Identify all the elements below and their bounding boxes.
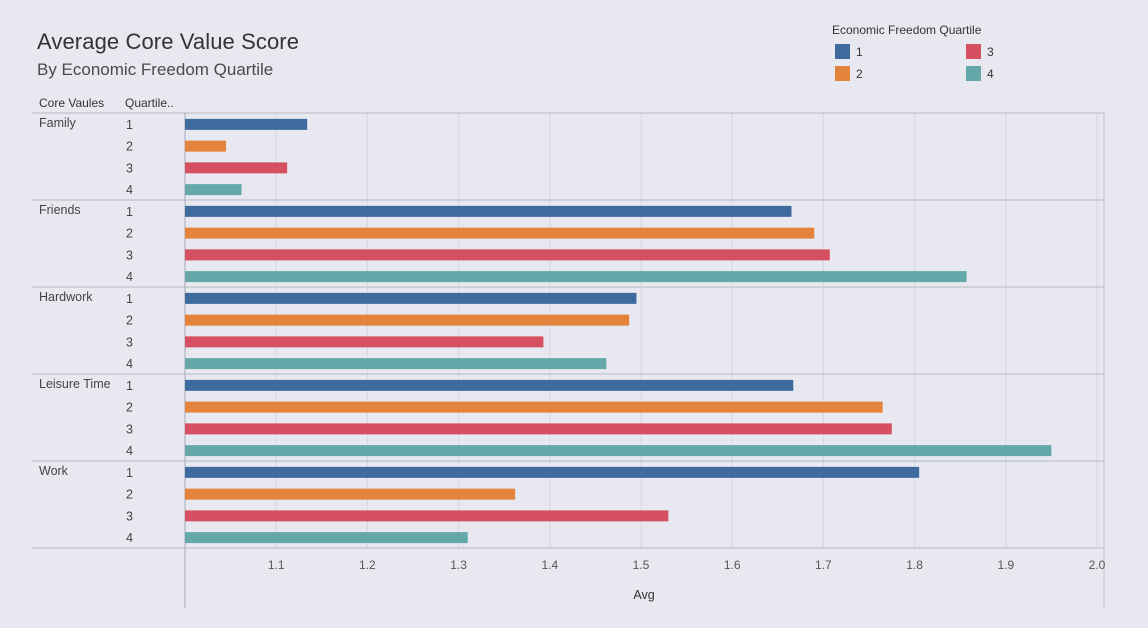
- bar-family-q3: [185, 162, 288, 174]
- bar-leisure-time-q4: [185, 445, 1052, 457]
- group-label: Leisure Time: [39, 377, 111, 391]
- legend-item-1[interactable]: 1: [835, 44, 863, 59]
- bar-work-q4: [185, 532, 468, 544]
- bar-hardwork-q3: [185, 336, 544, 348]
- quartile-label: 2: [126, 488, 133, 502]
- x-tick-label: 1.9: [997, 558, 1014, 572]
- x-tick-label: 1.6: [724, 558, 741, 572]
- group-label: Hardwork: [39, 290, 93, 304]
- legend-swatch-3: [966, 44, 981, 59]
- x-tick-label: 1.2: [359, 558, 376, 572]
- x-axis-title: Avg: [633, 588, 654, 602]
- x-tick-label: 1.4: [541, 558, 558, 572]
- quartile-label: 4: [126, 357, 133, 371]
- quartile-label: 3: [126, 422, 133, 436]
- bar-family-q4: [185, 184, 242, 196]
- legend-swatch-4: [966, 66, 981, 81]
- x-tick-label: 2.0: [1089, 558, 1106, 572]
- x-tick-label: 1.7: [815, 558, 832, 572]
- legend-label-4: 4: [987, 66, 994, 81]
- group-label: Friends: [39, 203, 81, 217]
- bar-family-q2: [185, 140, 227, 152]
- quartile-label: 3: [126, 161, 133, 175]
- legend-label-1: 1: [856, 44, 863, 59]
- quartile-label: 4: [126, 444, 133, 458]
- group-label: Family: [39, 116, 77, 130]
- quartile-label: 4: [126, 183, 133, 197]
- quartile-label: 1: [126, 205, 133, 219]
- chart-title: Average Core Value Score: [37, 29, 300, 54]
- legend-title: Economic Freedom Quartile: [832, 23, 982, 37]
- bar-friends-q2: [185, 227, 815, 239]
- bar-work-q3: [185, 510, 669, 522]
- x-tick-label: 1.8: [906, 558, 923, 572]
- quartile-label: 2: [126, 401, 133, 415]
- bar-work-q2: [185, 488, 516, 500]
- legend-label-2: 2: [856, 66, 863, 81]
- quartile-label: 2: [126, 140, 133, 154]
- quartile-label: 3: [126, 509, 133, 523]
- x-tick-label: 1.3: [450, 558, 467, 572]
- quartile-label: 4: [126, 531, 133, 545]
- quartile-label: 1: [126, 292, 133, 306]
- legend-label-3: 3: [987, 44, 994, 59]
- bar-leisure-time-q2: [185, 401, 883, 413]
- quartile-label: 1: [126, 379, 133, 393]
- bar-friends-q4: [185, 271, 967, 283]
- bar-work-q1: [185, 466, 920, 478]
- quartile-label: 3: [126, 335, 133, 349]
- row-header-core-values: Core Vaules: [39, 96, 105, 110]
- bar-family-q1: [185, 118, 308, 130]
- legend-item-4[interactable]: 4: [966, 66, 994, 81]
- bar-leisure-time-q3: [185, 423, 892, 435]
- row-header-quartile: Quartile..: [125, 96, 174, 110]
- x-tick-label: 1.1: [268, 558, 285, 572]
- bar-hardwork-q1: [185, 292, 637, 304]
- x-tick-label: 1.5: [633, 558, 650, 572]
- group-label: Work: [39, 464, 69, 478]
- quartile-label: 2: [126, 314, 133, 328]
- bar-hardwork-q4: [185, 358, 607, 370]
- chart-subtitle: By Economic Freedom Quartile: [37, 60, 274, 79]
- legend-swatch-2: [835, 66, 850, 81]
- quartile-label: 1: [126, 466, 133, 480]
- quartile-label: 1: [126, 118, 133, 132]
- quartile-label: 2: [126, 227, 133, 241]
- bar-friends-q3: [185, 249, 830, 261]
- bar-leisure-time-q1: [185, 379, 794, 391]
- legend-item-2[interactable]: 2: [835, 66, 863, 81]
- bar-hardwork-q2: [185, 314, 630, 326]
- legend-item-3[interactable]: 3: [966, 44, 994, 59]
- quartile-label: 4: [126, 270, 133, 284]
- legend-swatch-1: [835, 44, 850, 59]
- bar-friends-q1: [185, 205, 792, 217]
- quartile-label: 3: [126, 248, 133, 262]
